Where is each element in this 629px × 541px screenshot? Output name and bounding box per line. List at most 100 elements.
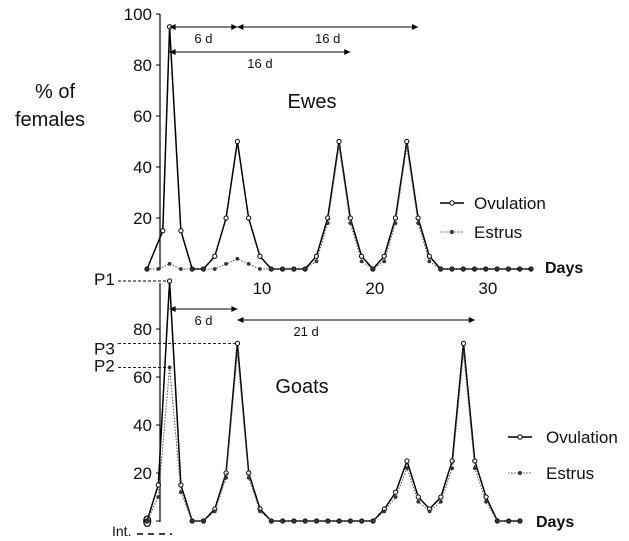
ewes-estrus-point [269, 267, 274, 271]
goats-legend-ovulation-marker [517, 434, 523, 440]
goats-estrus-point [495, 519, 500, 523]
goats-reference-label: P1 [94, 270, 115, 289]
ewes-estrus-point [483, 267, 488, 271]
goats-ovulation-point [449, 458, 455, 464]
ewes-title: Ewes [288, 91, 337, 113]
goats-estrus-point [438, 499, 443, 504]
goats-estrus-point [405, 466, 409, 471]
ewes-xtick-label: 10 [252, 279, 271, 298]
ewes-estrus-point [303, 267, 308, 271]
goats-estrus-point [472, 466, 477, 471]
ewes-xlabel: Days [545, 260, 583, 277]
ewes-estrus-point [416, 221, 420, 226]
ewes-ytick-label: 80 [133, 56, 152, 75]
ewes-estrus-point [506, 267, 511, 271]
goats-ovulation-point [234, 340, 241, 346]
ewes-estrus-point [472, 267, 477, 271]
goats-ovulation-point [472, 458, 478, 464]
ewes-estrus-point [450, 267, 454, 271]
goats-estrus-point [382, 509, 387, 514]
ewes-ytick-label: 100 [124, 5, 152, 24]
goats-estrus-point [235, 351, 240, 355]
goats-ovulation-point [178, 482, 184, 488]
goats-ovulation-line [146, 280, 520, 522]
ewes-ovulation-point [325, 215, 331, 221]
goats-panel: Goats Days Int. Ovulation Estrus 0204060… [94, 270, 618, 539]
goats-estrus-point [484, 499, 488, 504]
goats-estrus-point [258, 509, 262, 514]
ewes-legend-estrus-marker [450, 230, 454, 234]
goats-estrus-point [348, 519, 353, 523]
ewes-interval-label: 16 d [315, 31, 340, 46]
ewes-arrowhead [412, 24, 419, 30]
ewes-estrus-point [167, 262, 172, 266]
ewes-estrus-point [246, 262, 251, 266]
ewes-xtick-label: 20 [365, 279, 384, 298]
goats-interval-label: 21 d [293, 324, 318, 339]
ewes-estrus-point [212, 267, 217, 271]
ewes-estrus-point [201, 267, 206, 271]
ewes-estrus-point [291, 267, 296, 271]
ewes-estrus-point [258, 267, 262, 271]
goats-arrowhead [468, 317, 475, 323]
ewes-estrus-point [348, 221, 353, 226]
goats-estrus-point [246, 475, 251, 480]
ewes-estrus-point [393, 221, 398, 226]
ewes-ovulation-point [336, 138, 342, 145]
goats-estrus-point [461, 351, 466, 355]
ewes-interval-label: 16 d [247, 56, 272, 71]
goats-estrus-point [416, 499, 421, 504]
goats-estrus-point [224, 475, 229, 480]
goats-estrus-point [179, 490, 183, 495]
goats-estrus-point [427, 509, 432, 514]
ewes-arrowhead [237, 24, 244, 30]
goats-interval-label: Int. [112, 523, 131, 539]
goats-arrowhead [231, 306, 238, 312]
ewes-estrus-point [178, 267, 183, 271]
ewes-estrus-point [359, 259, 364, 264]
goats-ytick-label: 40 [133, 416, 152, 435]
ewes-legend-ovulation-marker [449, 200, 455, 206]
goats-legend-ovulation-label: Ovulation [546, 428, 618, 447]
ewes-ytick-label: 20 [133, 209, 152, 228]
ewes-arrowhead [169, 24, 176, 30]
ewes-estrus-point [145, 267, 149, 271]
goats-legend: Ovulation Estrus [508, 428, 618, 483]
goats-title: Goats [275, 376, 328, 398]
ewes-estrus-point [461, 267, 466, 271]
ewes-legend-ovulation-label: Ovulation [474, 194, 546, 213]
ewes-estrus-point [427, 259, 432, 264]
goats-estrus-point [190, 519, 195, 523]
goats-legend-estrus-marker [518, 471, 522, 475]
ewes-estrus-point [438, 267, 443, 271]
ewes-estrus-point [280, 267, 285, 271]
goats-estrus-point [371, 519, 375, 523]
ewes-ovulation-point [234, 138, 240, 145]
goats-estrus-point [156, 495, 161, 499]
ewes-estrus-point [370, 267, 375, 271]
goats-estrus-point [314, 519, 319, 523]
goats-arrowhead [169, 306, 176, 312]
ewes-estrus-point [190, 267, 195, 271]
goats-ovulation-point [460, 340, 467, 346]
ewes-estrus-point [325, 221, 330, 226]
ewes-estrus-point [235, 256, 240, 261]
ewes-ovulation-point [246, 215, 252, 221]
ewes-estrus-line [147, 146, 531, 270]
ewes-ylabel-line1: % of [35, 81, 75, 103]
ewes-legend-estrus-label: Estrus [474, 223, 522, 242]
ewes-ovulation-point [160, 228, 166, 234]
ewes-ytick-label: 60 [133, 107, 152, 126]
goats-interval-label: 6 d [194, 313, 212, 328]
goats-arrowhead [237, 317, 244, 323]
ewes-ovulation-point [223, 215, 229, 221]
ewes-estrus-point [382, 259, 387, 264]
goats-estrus-point [201, 519, 206, 523]
ewes-xtick-label: 30 [478, 279, 497, 298]
goats-estrus-point [292, 519, 296, 523]
goats-xlabel: Days [536, 514, 574, 531]
goats-estrus-point [325, 519, 330, 523]
ewes-ovulation-point [178, 228, 184, 234]
ewes-interval-label: 6 d [194, 31, 212, 46]
